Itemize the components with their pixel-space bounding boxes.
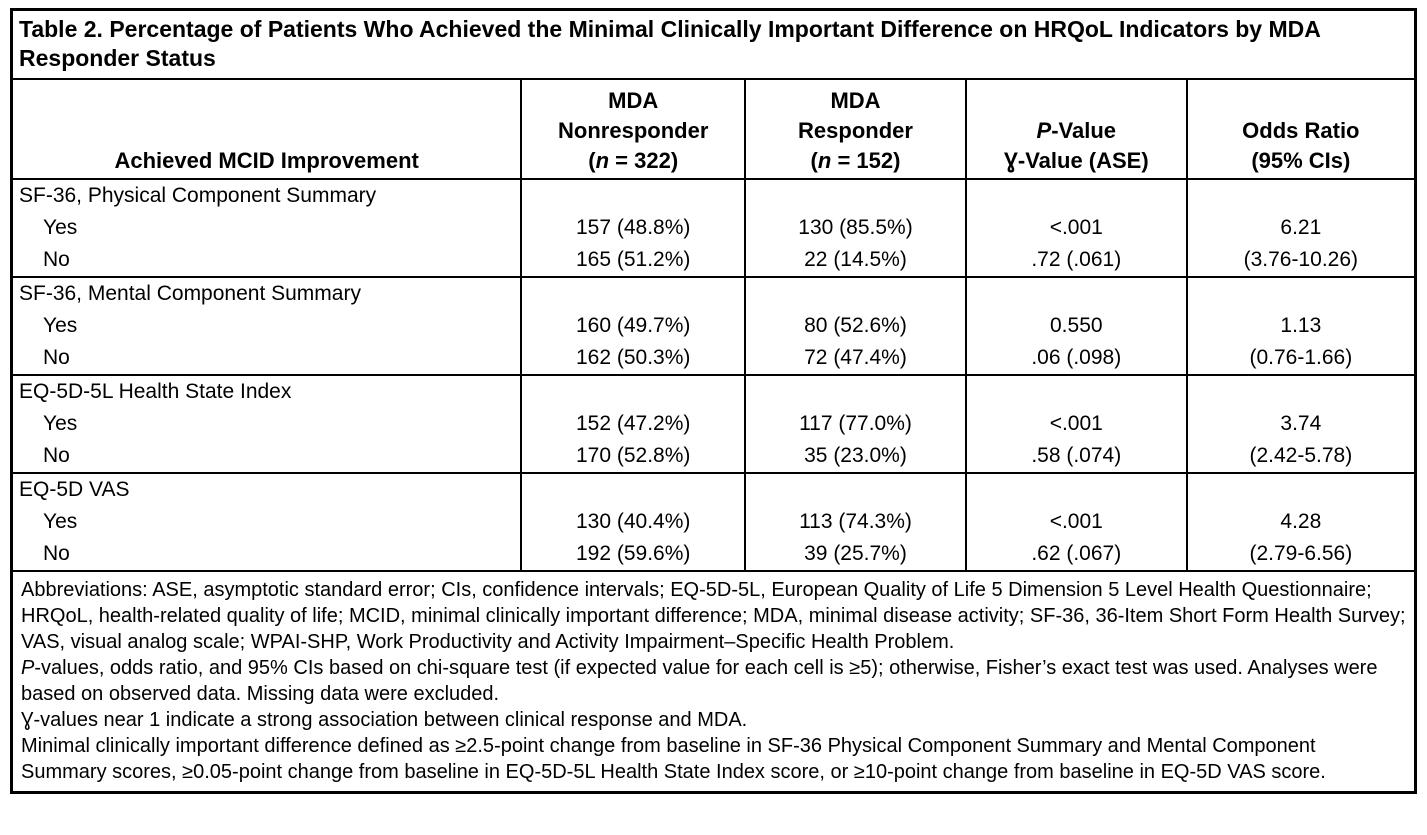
value-cell-pvalue: <.001 — [965, 408, 1188, 440]
empty-cell — [1186, 472, 1416, 506]
value-cell-nonresponder: 192 (59.6%) — [521, 538, 747, 571]
row-label-no: No — [11, 440, 523, 473]
value-cell-nonresponder: 170 (52.8%) — [521, 440, 747, 473]
value-cell-responder: 130 (85.5%) — [745, 212, 967, 244]
table-title: Table 2. Percentage of Patients Who Achi… — [11, 9, 1416, 80]
value-cell-responder: 35 (23.0%) — [745, 440, 967, 473]
footnotes-block: Abbreviations: ASE, asymptotic standard … — [11, 570, 1416, 793]
empty-cell — [965, 276, 1188, 310]
data-row-no: No 192 (59.6%) 39 (25.7%) .62 (.067) (2.… — [11, 538, 1416, 571]
value-cell-nonresponder: 130 (40.4%) — [521, 506, 747, 538]
value-cell-odds: (2.42-5.78) — [1249, 444, 1353, 467]
value-cell-pvalue: .58 (.074) — [965, 440, 1188, 473]
data-row-yes: Yes 160 (49.7%) 80 (52.6%) 0.550 1.13 — [11, 310, 1416, 342]
footnote-mcid-definition: Minimal clinically important difference … — [21, 735, 1326, 783]
value-cell-responder: 72 (47.4%) — [745, 342, 967, 375]
footnote-pvalues: P-values, odds ratio, and 95% CIs based … — [21, 657, 1378, 705]
col-header-mda-nonresponder: MDA Nonresponder (n = 322) — [521, 79, 747, 180]
empty-cell — [1186, 178, 1416, 212]
data-row-yes: Yes 130 (40.4%) 113 (74.3%) <.001 4.28 — [11, 506, 1416, 538]
value-cell-odds: 1.13 — [1280, 314, 1322, 337]
value-cell-odds: 6.21 — [1280, 216, 1322, 239]
group-label: EQ-5D VAS — [11, 472, 523, 506]
value-cell-nonresponder: 165 (51.2%) — [521, 244, 747, 277]
hrqol-mcid-table: Table 2. Percentage of Patients Who Achi… — [10, 8, 1417, 794]
footnote-row: Abbreviations: ASE, asymptotic standard … — [11, 570, 1416, 793]
value-cell-pvalue: 0.550 — [965, 310, 1188, 342]
col-header-achieved-mcid: Achieved MCID Improvement — [11, 79, 523, 180]
row-label-yes: Yes — [11, 212, 523, 244]
title-row: Table 2. Percentage of Patients Who Achi… — [11, 9, 1416, 80]
value-cell-nonresponder: 157 (48.8%) — [521, 212, 747, 244]
row-label-yes: Yes — [11, 408, 523, 440]
data-row-no: No 165 (51.2%) 22 (14.5%) .72 (.061) (3.… — [11, 244, 1416, 277]
group-header-row: EQ-5D VAS — [11, 472, 1416, 506]
empty-cell — [521, 276, 747, 310]
empty-cell — [745, 472, 967, 506]
footnote-abbreviations: Abbreviations: ASE, asymptotic standard … — [21, 579, 1406, 653]
empty-cell — [521, 472, 747, 506]
empty-cell — [521, 374, 747, 408]
value-cell-pvalue: .06 (.098) — [965, 342, 1188, 375]
group-label: EQ-5D-5L Health State Index — [11, 374, 523, 408]
group-header-row: EQ-5D-5L Health State Index — [11, 374, 1416, 408]
row-label-no: No — [11, 538, 523, 571]
value-cell-nonresponder: 152 (47.2%) — [521, 408, 747, 440]
value-cell-responder: 113 (74.3%) — [745, 506, 967, 538]
data-row-no: No 162 (50.3%) 72 (47.4%) .06 (.098) (0.… — [11, 342, 1416, 375]
col-header-p-value: P-Value Ɣ-Value (ASE) — [965, 79, 1188, 180]
group-header-row: SF-36, Mental Component Summary — [11, 276, 1416, 310]
value-cell-responder: 22 (14.5%) — [745, 244, 967, 277]
value-cell-nonresponder: 160 (49.7%) — [521, 310, 747, 342]
value-cell-odds: (3.76-10.26) — [1243, 248, 1359, 271]
col-header-odds-ratio: Odds Ratio (95% CIs) — [1186, 79, 1416, 180]
footnote-gamma: Ɣ-values near 1 indicate a strong associ… — [21, 709, 748, 731]
row-label-no: No — [11, 244, 523, 277]
value-cell-odds: (2.79-6.56) — [1249, 542, 1353, 565]
empty-cell — [745, 178, 967, 212]
empty-cell — [1186, 276, 1416, 310]
group-label: SF-36, Physical Component Summary — [11, 178, 523, 212]
empty-cell — [745, 374, 967, 408]
group-label: SF-36, Mental Component Summary — [11, 276, 523, 310]
empty-cell — [745, 276, 967, 310]
col-header-mda-responder: MDA Responder (n = 152) — [745, 79, 967, 180]
value-cell-responder: 80 (52.6%) — [745, 310, 967, 342]
value-cell-odds: (0.76-1.66) — [1249, 346, 1353, 369]
empty-cell — [965, 472, 1188, 506]
value-cell-odds: 4.28 — [1280, 510, 1322, 533]
group-header-row: SF-36, Physical Component Summary — [11, 178, 1416, 212]
row-label-yes: Yes — [11, 506, 523, 538]
value-cell-pvalue: <.001 — [965, 506, 1188, 538]
data-row-no: No 170 (52.8%) 35 (23.0%) .58 (.074) (2.… — [11, 440, 1416, 473]
value-cell-pvalue: .72 (.061) — [965, 244, 1188, 277]
data-row-yes: Yes 157 (48.8%) 130 (85.5%) <.001 6.21 — [11, 212, 1416, 244]
empty-cell — [521, 178, 747, 212]
empty-cell — [965, 374, 1188, 408]
value-cell-pvalue: .62 (.067) — [965, 538, 1188, 571]
column-header-row: Achieved MCID Improvement MDA Nonrespond… — [11, 79, 1416, 180]
value-cell-responder: 39 (25.7%) — [745, 538, 967, 571]
page: Table 2. Percentage of Patients Who Achi… — [10, 8, 1417, 794]
empty-cell — [1186, 374, 1416, 408]
value-cell-pvalue: <.001 — [965, 212, 1188, 244]
data-row-yes: Yes 152 (47.2%) 117 (77.0%) <.001 3.74 — [11, 408, 1416, 440]
row-label-yes: Yes — [11, 310, 523, 342]
row-label-no: No — [11, 342, 523, 375]
value-cell-nonresponder: 162 (50.3%) — [521, 342, 747, 375]
value-cell-odds: 3.74 — [1280, 412, 1322, 435]
empty-cell — [965, 178, 1188, 212]
value-cell-responder: 117 (77.0%) — [745, 408, 967, 440]
